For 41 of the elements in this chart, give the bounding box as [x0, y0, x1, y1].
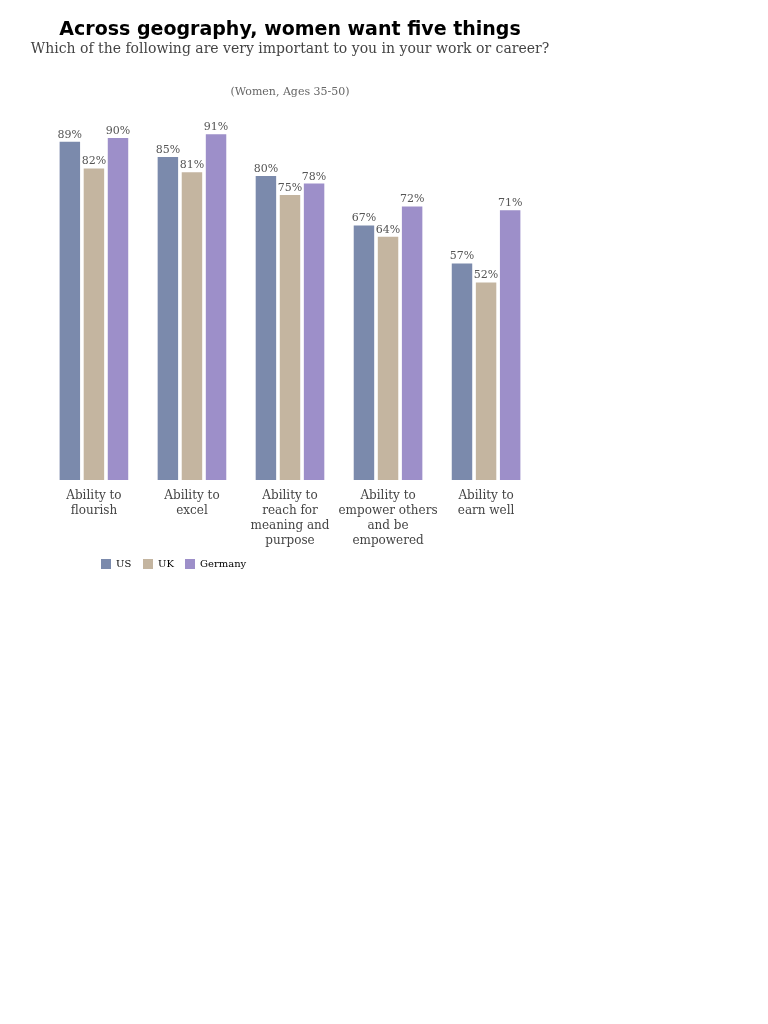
data-label: 71% — [497, 196, 523, 210]
data-label: 78% — [301, 169, 327, 183]
bar — [205, 134, 227, 480]
data-label: 67% — [351, 211, 377, 225]
bar — [377, 236, 399, 480]
bar — [499, 210, 521, 480]
data-label: 89% — [57, 127, 83, 141]
bar — [255, 176, 277, 480]
x-tick-label: Ability to empower others and be empowered — [338, 488, 438, 547]
data-label: 52% — [473, 268, 499, 282]
x-tick-label: Ability to earn well — [457, 488, 515, 517]
data-label: 82% — [81, 154, 107, 168]
bar — [279, 195, 301, 480]
bar — [401, 206, 423, 480]
legend-label: Germany — [200, 558, 247, 569]
data-label: 90% — [105, 124, 131, 137]
bar — [107, 138, 129, 480]
x-tick-label: Ability to excel — [163, 488, 220, 517]
data-label: 91% — [203, 120, 229, 134]
data-label: 85% — [155, 143, 181, 156]
chart-subtitle: Which of the following are very important to you in your work or career? — [30, 40, 550, 56]
bar — [303, 183, 325, 480]
bar — [475, 282, 497, 480]
bar — [83, 168, 105, 480]
x-tick-label: Ability to reach for meaning and purpose — [250, 488, 330, 547]
x-tick-label: Ability to flourish — [65, 488, 122, 517]
data-label: 81% — [179, 158, 205, 172]
data-label: 64% — [375, 222, 401, 236]
text: (Women, Ages 35-50) — [230, 85, 350, 98]
legend-label: UK — [158, 558, 175, 569]
bar — [353, 225, 375, 480]
bar — [59, 141, 81, 480]
data-label: 75% — [277, 181, 303, 194]
legend-label: US — [116, 558, 132, 569]
bar — [451, 263, 473, 480]
bar — [181, 172, 203, 480]
bar — [157, 157, 179, 480]
data-label: 72% — [399, 192, 425, 206]
data-label: 80% — [253, 162, 279, 175]
data-label: 57% — [449, 249, 475, 263]
chart-title: Across geography, women want five things — [59, 17, 521, 39]
